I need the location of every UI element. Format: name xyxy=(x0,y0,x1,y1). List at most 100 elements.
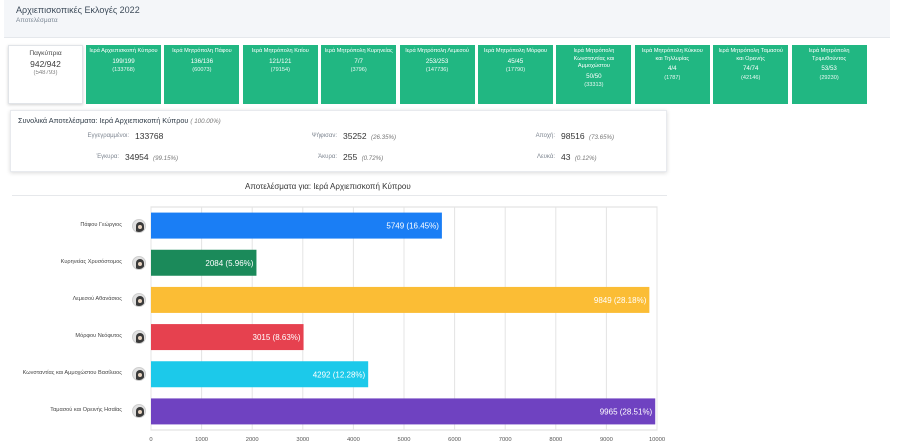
candidate-name: Πάφου Γεώργιος xyxy=(80,221,122,228)
tile-voters: (133768) xyxy=(112,67,135,74)
tile-voters: (1787) xyxy=(664,74,681,81)
stat-label: Άκυρα: xyxy=(318,153,337,160)
stat-label: Λευκά: xyxy=(536,153,555,160)
bar xyxy=(151,361,369,388)
tile-label: Ιερά Μητρόπολη Μόρφου xyxy=(483,48,548,54)
x-tick-label: 5000 xyxy=(398,437,411,443)
tile-count: 4/4 xyxy=(667,65,677,73)
stat-invalid: Άκυρα: 255 (0.72%) xyxy=(318,152,384,162)
summary-title: Συνολικά Αποτελέσματα: Ιερά Αρχιεπισκοπή… xyxy=(18,116,221,125)
stat-pct: (0.72%) xyxy=(361,155,384,162)
bar-value-label: 5749 (16.45%) xyxy=(386,222,439,231)
tile-count: 121/121 xyxy=(269,57,292,65)
tile-count: 53/53 xyxy=(821,65,837,73)
stat-value: 34954 xyxy=(125,152,149,162)
tile-voters: (147736) xyxy=(425,67,449,74)
tile-count: 253/253 xyxy=(425,57,449,65)
tile-label: Ιερά Αρχιεπισκοπή Κύπρου xyxy=(89,48,158,54)
x-tick-label: 2000 xyxy=(246,437,259,443)
tile-voters: (29230) xyxy=(819,74,839,81)
tile-label: Ιερά Μητρόπολη Κιτίου xyxy=(251,48,309,54)
tile-label: Ιερά Μητρόπολη Κυρηνείας xyxy=(324,48,393,54)
stat-voted: Ψήφισαν: 35252 (26.35%) xyxy=(312,131,397,141)
tile-label: Ιερά Μητρόπολη Πάφου xyxy=(172,48,232,54)
tile-district[interactable]: Ιερά Μητρόπολη Κυρηνείας 7/7 (3796) xyxy=(321,45,397,104)
x-tick-label: 7000 xyxy=(499,437,512,443)
candidate-avatar xyxy=(132,404,146,419)
stat-pct: (73.65%) xyxy=(589,134,615,141)
tile-count: 136/136 xyxy=(190,57,214,65)
tile-district[interactable]: Ιερά Μητρόπολη Κωνσταντίας και Αμμοχώστο… xyxy=(556,45,632,104)
stat-value: 255 xyxy=(343,152,358,162)
stat-label: Αποχή: xyxy=(535,132,555,139)
bar-value-label: 4292 (12.28%) xyxy=(313,370,366,379)
tile-voters: (17790) xyxy=(505,67,526,74)
tile-district[interactable]: Ιερά Μητρόπολη Κιτίου 121/121 (79154) xyxy=(242,45,318,104)
stat-pct: (99.15%) xyxy=(153,155,179,162)
stat-label: Εγγεγραμμένοι: xyxy=(87,132,129,139)
tile-count: 50/50 xyxy=(586,72,602,80)
tile-label: Παγκύπρια xyxy=(29,50,62,57)
tile-voters: (42146) xyxy=(741,74,761,81)
chart-title: Αποτελέσματα για: Ιερά Αρχιεπισκοπή Κύπρ… xyxy=(245,182,411,191)
bar-value-label: 9849 (28.18%) xyxy=(594,296,647,305)
page-header: Αρχιεπισκοπικές Εκλογές 2022 Αποτελέσματ… xyxy=(4,0,890,38)
bar-value-label: 2084 (5.96%) xyxy=(205,259,253,268)
x-tick-label: 0 xyxy=(149,437,152,443)
stat-label: Ψήφισαν: xyxy=(311,132,337,139)
bar xyxy=(151,286,650,313)
tile-total[interactable]: Παγκύπρια 942/942 (548793) xyxy=(8,45,83,104)
tile-label: Ιερά Μητρόπολη Κύκκου και Τηλλυρίας xyxy=(641,48,703,62)
x-tick-label: 3000 xyxy=(296,437,309,443)
candidate-avatar xyxy=(132,292,146,307)
stat-pct: (26.35%) xyxy=(371,134,397,141)
tile-district[interactable]: Ιερά Αρχιεπισκοπή Κύπρου 199/199 (133768) xyxy=(86,45,161,104)
tile-count: 74/74 xyxy=(742,65,759,73)
tile-voters: (3796) xyxy=(350,67,367,74)
tile-voters: (33313) xyxy=(584,82,604,89)
tile-count: 942/942 xyxy=(30,58,61,69)
stat-registered: Εγγεγραμμένοι: 133768 xyxy=(88,131,164,141)
candidate-name: Κυρηνείας Χρυσόστομος xyxy=(60,258,122,265)
stat-pct: (0.12%) xyxy=(574,155,597,162)
chart-divider xyxy=(12,195,667,196)
candidate-avatar xyxy=(132,330,146,345)
page-title: Αρχιεπισκοπικές Εκλογές 2022 xyxy=(16,5,140,15)
bar xyxy=(151,324,304,351)
tile-label: Ιερά Μητρόπολη Ταμασού και Ορεινής xyxy=(718,48,783,62)
tile-district[interactable]: Ιερά Μητρόπολη Μόρφου 45/45 (17790) xyxy=(478,45,553,104)
x-tick-label: 10000 xyxy=(649,437,665,443)
tile-voters: (548793) xyxy=(33,70,58,77)
page-subtitle: Αποτελέσματα xyxy=(16,17,58,24)
tile-district[interactable]: Ιερά Μητρόπολη Λεμεσού 253/253 (147736) xyxy=(399,45,475,104)
tile-count: 199/199 xyxy=(112,57,135,65)
bar-value-label: 3015 (8.63%) xyxy=(253,333,301,342)
stat-abstention: Αποχή: 98516 (73.65%) xyxy=(536,131,615,141)
bar-value-label: 9965 (28.51%) xyxy=(600,407,653,416)
tile-voters: (79154) xyxy=(270,67,290,74)
tile-district[interactable]: Ιερά Μητρόπολη Κύκκου και Τηλλυρίας 4/4 (1… xyxy=(634,45,710,104)
x-tick-label: 6000 xyxy=(448,437,461,443)
tile-district[interactable]: Ιερά Μητρόπολη Τριμυθούντος 53/53 (29230) xyxy=(791,45,867,104)
stat-label: Έγκυρα: xyxy=(96,153,119,160)
x-tick-label: 4000 xyxy=(347,437,360,443)
x-tick-label: 1000 xyxy=(195,437,208,443)
tile-district[interactable]: Ιερά Μητρόπολη Ταμασού και Ορεινής 74/74(… xyxy=(713,45,789,104)
tile-district[interactable]: Ιερά Μητρόπολη Πάφου 136/136 (60073) xyxy=(164,45,240,104)
tile-count: 45/45 xyxy=(507,57,524,65)
stat-blank: Λευκά: 43 (0.12%) xyxy=(537,152,597,162)
tile-count: 7/7 xyxy=(354,57,363,65)
stat-value: 35252 xyxy=(343,131,367,141)
stat-value: 98516 xyxy=(561,131,585,141)
candidate-name: Κωνσταντίας και Αμμοχώστου Βασίλειος xyxy=(22,370,122,377)
candidate-name: Λεμεσού Αθανάσιος xyxy=(72,295,122,302)
summary-title-pct: ( 100.00%) xyxy=(190,118,221,125)
candidate-avatar xyxy=(132,367,146,382)
candidate-name: Ταμασού και Ορεινής Ησαΐας xyxy=(50,407,122,414)
tile-label: Ιερά Μητρόπολη Λεμεσού xyxy=(405,48,469,54)
tile-label: Ιερά Μητρόπολη Κωνσταντίας και Αμμοχώστο… xyxy=(573,48,615,70)
stat-value: 43 xyxy=(561,152,571,162)
summary-panel: Συνολικά Αποτελέσματα: Ιερά Αρχιεπισκοπή… xyxy=(10,110,667,172)
stat-value: 133768 xyxy=(135,131,164,141)
summary-title-text: Συνολικά Αποτελέσματα: Ιερά Αρχιεπισκοπή… xyxy=(18,116,189,125)
